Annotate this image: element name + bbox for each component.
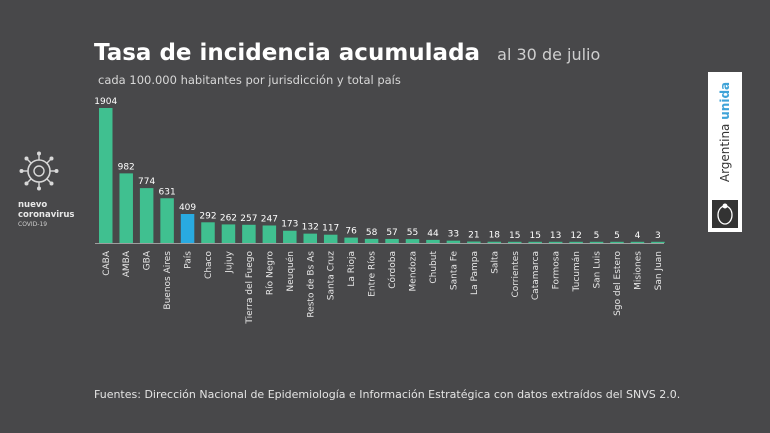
value-label-6: 262 <box>220 213 237 223</box>
category-label-5: Chaco <box>204 251 214 279</box>
chart-date: al 30 de julio <box>497 45 601 64</box>
bar-9 <box>283 230 297 243</box>
category-label-26: Misiones <box>633 251 643 290</box>
value-label-27: 3 <box>655 231 661 241</box>
value-label-7: 257 <box>240 214 257 224</box>
bar-26 <box>630 241 645 243</box>
value-label-22: 13 <box>550 231 561 241</box>
value-label-18: 21 <box>468 231 479 241</box>
national-seal-icon <box>712 200 738 228</box>
bar-13 <box>364 238 379 243</box>
coronavirus-badge: nuevo coronavirus COVID-19 <box>18 150 78 230</box>
bar-10 <box>303 233 317 243</box>
title-row: Tasa de incidencia acumulada al 30 de ju… <box>94 40 600 66</box>
bar-12 <box>344 237 358 243</box>
value-label-19: 18 <box>489 231 501 241</box>
value-label-1: 982 <box>118 162 135 172</box>
category-label-11: Santa Cruz <box>327 251 337 301</box>
sources-note: Fuentes: Dirección Nacional de Epidemiol… <box>94 388 681 401</box>
value-label-11: 117 <box>322 224 339 234</box>
bar-27 <box>651 241 665 243</box>
bar-16 <box>426 239 440 243</box>
value-label-4: 409 <box>179 203 196 213</box>
category-label-9: Neuquén <box>285 251 296 292</box>
bar-17 <box>446 240 461 243</box>
value-label-16: 44 <box>427 229 439 239</box>
value-label-2: 774 <box>138 177 155 187</box>
category-label-19: Salta <box>490 251 500 274</box>
bar-21 <box>528 241 542 243</box>
category-label-24: San Luis <box>593 251 603 289</box>
bar-20 <box>508 241 522 243</box>
value-label-8: 247 <box>261 214 278 224</box>
value-label-17: 33 <box>448 230 459 240</box>
category-label-27: San Juan <box>654 251 664 290</box>
value-label-23: 12 <box>570 231 581 241</box>
bar-4 <box>180 214 195 243</box>
value-label-12: 76 <box>345 227 357 237</box>
bar-0 <box>99 108 113 243</box>
chart-subtitle: cada 100.000 habitantes por jurisdicción… <box>98 73 401 87</box>
category-label-2: GBA <box>143 250 153 270</box>
chart-title: Tasa de incidencia acumulada <box>94 40 481 66</box>
value-label-9: 173 <box>281 220 298 230</box>
category-label-7: Tierra del Fuego <box>245 251 255 325</box>
category-label-0: CABA <box>102 250 112 276</box>
bar-14 <box>385 238 399 243</box>
value-label-15: 55 <box>407 228 418 238</box>
value-label-14: 57 <box>386 228 397 238</box>
category-label-18: La Pampa <box>470 251 480 295</box>
category-label-21: Catamarca <box>531 251 541 300</box>
value-label-26: 4 <box>635 231 641 241</box>
value-label-10: 132 <box>302 223 319 233</box>
bar-5 <box>201 222 215 243</box>
bar-7 <box>242 224 256 243</box>
category-label-25: Sgo del Estero <box>613 251 623 316</box>
category-label-8: Río Negro <box>265 251 275 296</box>
bar-22 <box>548 241 563 243</box>
category-label-15: Mendoza <box>409 251 419 291</box>
bar-18 <box>467 241 481 243</box>
virus-icon <box>19 151 59 191</box>
bar-19 <box>487 241 502 243</box>
category-label-16: Chubut <box>429 251 439 284</box>
value-label-25: 5 <box>614 231 620 241</box>
category-label-14: Córdoba <box>387 251 398 289</box>
category-label-6: Jujuy <box>224 250 234 274</box>
bar-3 <box>160 198 174 243</box>
value-label-21: 15 <box>529 231 540 241</box>
badge-text: nuevo coronavirus COVID-19 <box>18 200 78 230</box>
category-label-4: País <box>184 251 194 269</box>
bar-25 <box>610 241 624 243</box>
badge-line-1: nuevo <box>18 200 48 210</box>
category-label-12: La Rioja <box>347 251 357 287</box>
bar-8 <box>262 225 277 243</box>
category-label-23: Tucumán <box>572 251 582 292</box>
value-label-3: 631 <box>159 187 176 197</box>
bar-1 <box>119 173 133 243</box>
badge-line-3: COVID-19 <box>18 221 48 228</box>
bar-6 <box>221 224 236 243</box>
category-label-22: Formosa <box>552 251 562 289</box>
value-label-5: 292 <box>199 211 216 221</box>
bar-23 <box>569 241 583 243</box>
value-label-20: 15 <box>509 231 520 241</box>
category-label-3: Buenos Aires <box>163 251 173 310</box>
argentina-unida-logo: Argentina unida <box>708 72 742 232</box>
value-label-13: 58 <box>366 228 378 238</box>
value-label-24: 5 <box>594 231 600 241</box>
category-label-17: Santa Fe <box>449 251 459 291</box>
bar-15 <box>405 239 420 243</box>
category-label-1: AMBA <box>122 250 132 277</box>
bar-2 <box>139 188 154 243</box>
category-label-10: Resto de Bs As <box>306 251 316 318</box>
bar-11 <box>323 234 338 243</box>
category-label-20: Corrientes <box>511 251 521 298</box>
value-label-0: 1904 <box>94 97 117 107</box>
category-label-13: Entre Ríos <box>368 251 378 297</box>
badge-line-2: coronavirus <box>18 210 75 220</box>
bar-24 <box>589 241 604 243</box>
